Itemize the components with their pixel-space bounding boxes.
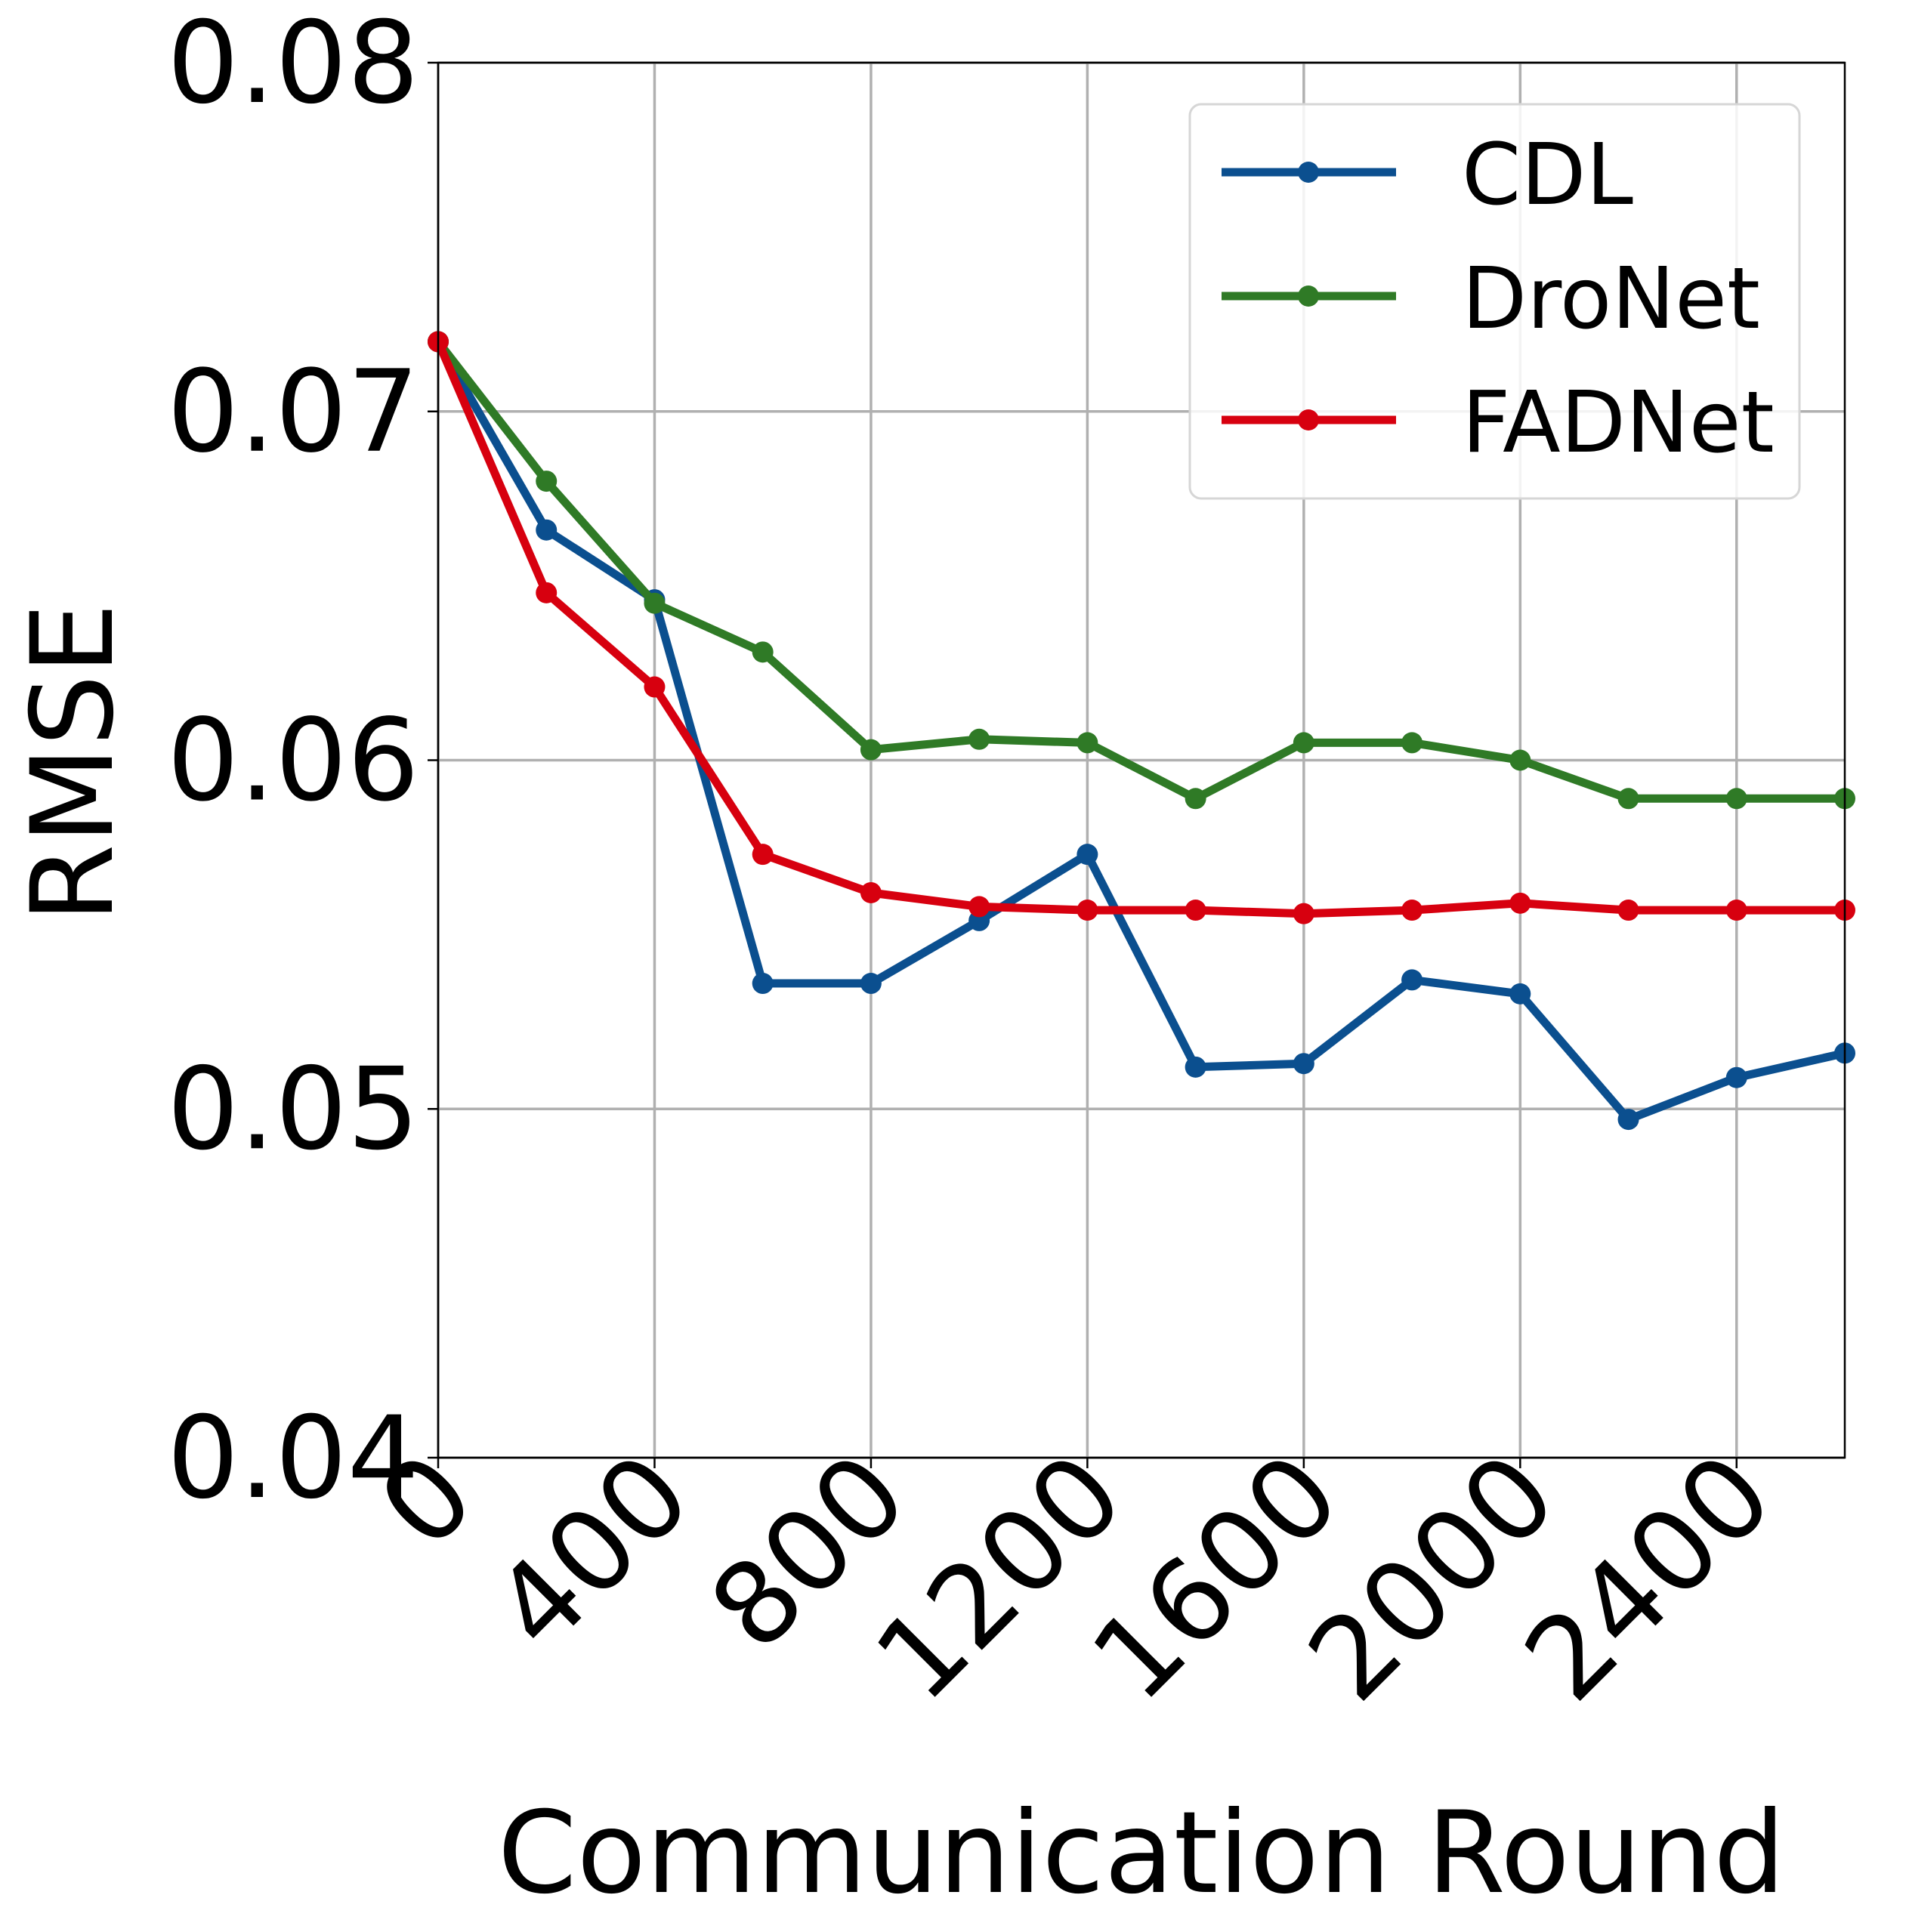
data-point-fadnet bbox=[1185, 900, 1206, 921]
data-point-cdl bbox=[1617, 1109, 1639, 1131]
data-point-cdl bbox=[1293, 1053, 1314, 1075]
data-point-dronet bbox=[968, 728, 990, 750]
data-point-dronet bbox=[1293, 732, 1314, 754]
legend: CDL DroNet FADNet bbox=[1188, 103, 1801, 500]
data-point-dronet bbox=[1077, 732, 1098, 754]
data-point-dronet bbox=[536, 471, 558, 492]
data-point-fadnet bbox=[1293, 903, 1314, 924]
x-axis-label: Communication Round bbox=[498, 1788, 1786, 1919]
data-point-dronet bbox=[860, 739, 882, 761]
data-point-fadnet bbox=[644, 676, 666, 698]
data-point-fadnet bbox=[536, 582, 558, 603]
series-line-fadnet bbox=[434, 337, 1849, 918]
data-point-cdl bbox=[752, 973, 774, 995]
legend-box bbox=[1188, 103, 1801, 500]
data-point-cdl bbox=[1509, 983, 1531, 1005]
data-point-dronet bbox=[1617, 788, 1639, 810]
data-point-fadnet bbox=[1401, 900, 1423, 921]
y-tick-label: 0.08 bbox=[167, 0, 419, 129]
data-point-dronet bbox=[1185, 788, 1206, 810]
data-point-cdl bbox=[860, 973, 882, 995]
data-point-cdl bbox=[1077, 844, 1098, 866]
data-point-dronet bbox=[1401, 732, 1423, 754]
data-point-fadnet bbox=[1509, 892, 1531, 914]
series-line-dronet bbox=[434, 337, 1849, 803]
data-point-fadnet bbox=[1725, 900, 1747, 921]
legend-swatch-marker bbox=[1298, 409, 1319, 431]
y-axis-label: RMSE bbox=[8, 603, 139, 923]
data-point-fadnet bbox=[752, 844, 774, 866]
data-point-cdl bbox=[1401, 969, 1423, 991]
legend-label: CDL bbox=[1462, 126, 1633, 224]
y-tick-label: 0.05 bbox=[167, 1044, 419, 1175]
legend-label: DroNet bbox=[1462, 250, 1760, 348]
axis-ticks: 040080012001600200024000.040.050.060.070… bbox=[167, 0, 1797, 1726]
data-point-fadnet bbox=[1617, 900, 1639, 921]
y-tick-label: 0.04 bbox=[167, 1393, 419, 1524]
legend-swatch-marker bbox=[1298, 162, 1319, 183]
data-point-dronet bbox=[752, 641, 774, 663]
data-point-dronet bbox=[644, 592, 666, 614]
series-line-cdl bbox=[434, 337, 1849, 1124]
data-point-dronet bbox=[1509, 749, 1531, 771]
data-point-cdl bbox=[536, 519, 558, 541]
data-point-dronet bbox=[1725, 788, 1747, 810]
data-point-cdl bbox=[1185, 1056, 1206, 1078]
data-point-fadnet bbox=[968, 896, 990, 918]
data-point-cdl bbox=[1725, 1066, 1747, 1088]
plot-series bbox=[428, 331, 1855, 1131]
data-point-fadnet bbox=[1077, 900, 1098, 921]
y-tick-label: 0.07 bbox=[167, 347, 419, 478]
legend-label: FADNet bbox=[1462, 374, 1775, 472]
legend-swatch-marker bbox=[1298, 285, 1319, 307]
y-tick-label: 0.06 bbox=[167, 696, 419, 827]
data-point-fadnet bbox=[860, 881, 882, 903]
